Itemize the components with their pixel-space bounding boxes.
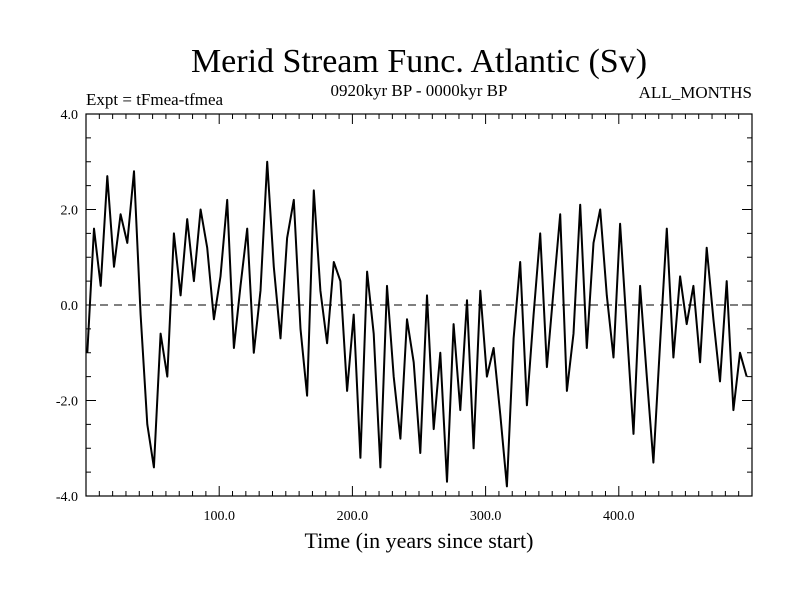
y-tick-label: 0.0 bbox=[61, 299, 79, 314]
y-tick-label: 4.0 bbox=[61, 108, 79, 123]
y-tick-label: -2.0 bbox=[56, 395, 78, 410]
chart-subtitle-right: ALL_MONTHS bbox=[639, 83, 752, 102]
chart-title: Merid Stream Func. Atlantic (Sv) bbox=[191, 43, 647, 80]
x-tick-label: 100.0 bbox=[203, 509, 235, 524]
chart-subtitle-center: 0920kyr BP - 0000kyr BP bbox=[331, 81, 508, 100]
plot-frame bbox=[85, 113, 753, 497]
chart-subtitle-left: Expt = tFmea-tfmea bbox=[86, 90, 224, 109]
x-tick-label: 200.0 bbox=[337, 509, 369, 524]
y-tick-label: -4.0 bbox=[56, 490, 78, 505]
y-tick-label: 2.0 bbox=[61, 204, 79, 219]
x-tick-label: 400.0 bbox=[603, 509, 635, 524]
x-tick-label: 300.0 bbox=[470, 509, 502, 524]
x-axis-label: Time (in years since start) bbox=[305, 528, 534, 553]
series-line bbox=[86, 160, 748, 488]
tick-group: -4.0 -2.0 0.0 2.0 4.0 100.0 200.0 300.0 400.0 bbox=[56, 108, 752, 524]
